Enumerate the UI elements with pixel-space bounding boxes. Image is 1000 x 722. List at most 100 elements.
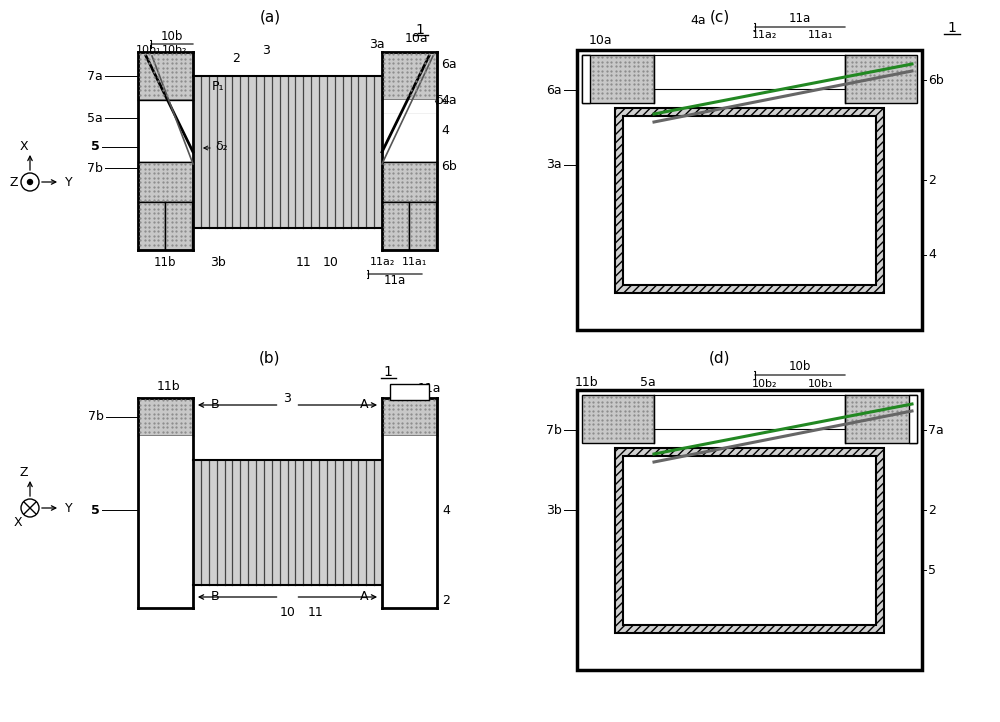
Text: (c): (c)	[710, 9, 730, 25]
Text: 4: 4	[441, 123, 449, 136]
Bar	[193, 76, 382, 228]
Bar	[845, 55, 917, 103]
Text: 4a: 4a	[690, 14, 706, 27]
Bar	[582, 395, 654, 443]
Text: 7a: 7a	[928, 424, 944, 437]
Bar	[138, 162, 193, 202]
Bar	[138, 202, 165, 250]
Text: A: A	[360, 399, 368, 412]
Text: δ₂: δ₂	[215, 139, 228, 152]
Bar	[654, 55, 893, 89]
Text: 11a₁: 11a₁	[808, 30, 833, 40]
Text: 7b: 7b	[87, 162, 103, 175]
Bar	[382, 162, 437, 202]
Bar	[623, 116, 876, 285]
Text: (a): (a)	[259, 9, 281, 25]
Text: 1: 1	[416, 23, 424, 37]
Text: 10b₂: 10b₂	[752, 379, 778, 389]
Text: Y: Y	[65, 502, 73, 515]
Text: 3b: 3b	[546, 503, 562, 516]
Text: 2: 2	[928, 173, 936, 186]
Text: 11b: 11b	[154, 256, 176, 269]
Bar	[382, 100, 437, 114]
Text: 10b₁: 10b₁	[808, 379, 834, 389]
Bar	[138, 436, 193, 608]
Text: A: A	[360, 591, 368, 604]
Text: 4: 4	[928, 248, 936, 261]
Text: 10b: 10b	[789, 360, 811, 373]
Text: 6a: 6a	[441, 58, 457, 71]
Text: 7a: 7a	[87, 69, 103, 82]
Text: 7b: 7b	[546, 424, 562, 437]
Text: P₁: P₁	[212, 79, 224, 92]
Bar	[582, 55, 654, 103]
Text: 10: 10	[280, 606, 296, 619]
Text: 3: 3	[716, 553, 724, 567]
Text: 5: 5	[928, 563, 936, 576]
Text: (b): (b)	[259, 350, 281, 365]
Bar	[582, 55, 590, 103]
Text: 4: 4	[442, 503, 450, 516]
Text: 10b₂: 10b₂	[162, 45, 188, 55]
Text: Y: Y	[65, 175, 73, 188]
Text: 11a: 11a	[384, 274, 406, 287]
Text: 10a: 10a	[589, 33, 613, 46]
Text: 11: 11	[308, 606, 324, 619]
Bar	[165, 202, 192, 250]
Bar	[623, 456, 876, 625]
Bar	[382, 114, 437, 162]
Text: 1: 1	[384, 365, 392, 379]
Bar	[615, 108, 884, 293]
Text: 11a₂: 11a₂	[370, 257, 395, 267]
Bar	[845, 395, 917, 443]
Text: X: X	[14, 516, 22, 529]
Text: 3a: 3a	[369, 38, 385, 51]
Bar	[138, 52, 193, 100]
Text: 11a: 11a	[418, 381, 442, 394]
Text: 10a: 10a	[405, 32, 429, 45]
Text: 5a: 5a	[640, 376, 656, 389]
Text: 11a₂: 11a₂	[752, 30, 777, 40]
Text: 10b₁: 10b₁	[136, 45, 162, 55]
Bar	[577, 390, 922, 670]
Bar	[193, 460, 382, 585]
Text: (d): (d)	[709, 350, 731, 365]
Text: 7b: 7b	[88, 411, 104, 424]
Text: 3: 3	[284, 391, 291, 404]
Text: 3: 3	[262, 43, 270, 56]
Text: 5: 5	[91, 141, 100, 154]
Text: Z: Z	[20, 466, 28, 479]
Text: δ₁: δ₁	[435, 94, 448, 107]
Text: 4a: 4a	[441, 94, 457, 107]
Bar	[382, 202, 409, 250]
Text: X: X	[19, 141, 28, 154]
Bar	[909, 395, 917, 443]
Text: 11b: 11b	[156, 380, 180, 393]
Text: B: B	[211, 399, 220, 412]
Bar	[390, 384, 429, 400]
Bar	[382, 436, 437, 608]
Bar	[382, 398, 437, 436]
Bar	[409, 202, 436, 250]
Text: 11: 11	[296, 256, 312, 269]
Bar	[577, 50, 922, 330]
Text: 5: 5	[91, 503, 100, 516]
Text: 10: 10	[323, 256, 339, 269]
Bar	[138, 398, 193, 436]
Text: 5a: 5a	[87, 111, 103, 124]
Text: 6b: 6b	[928, 74, 944, 87]
Text: Z: Z	[10, 175, 18, 188]
Text: 1: 1	[948, 21, 956, 35]
Text: 2: 2	[928, 503, 936, 516]
Text: 3: 3	[716, 218, 724, 232]
Text: 3a: 3a	[546, 159, 562, 172]
Text: 2: 2	[442, 593, 450, 606]
Bar	[138, 100, 193, 162]
Text: 10b: 10b	[161, 30, 183, 43]
Text: 6a: 6a	[546, 84, 562, 97]
Text: 2: 2	[232, 51, 240, 64]
Bar	[654, 395, 893, 429]
Text: 11a: 11a	[789, 12, 811, 25]
Text: B: B	[211, 591, 220, 604]
Bar	[615, 448, 884, 633]
